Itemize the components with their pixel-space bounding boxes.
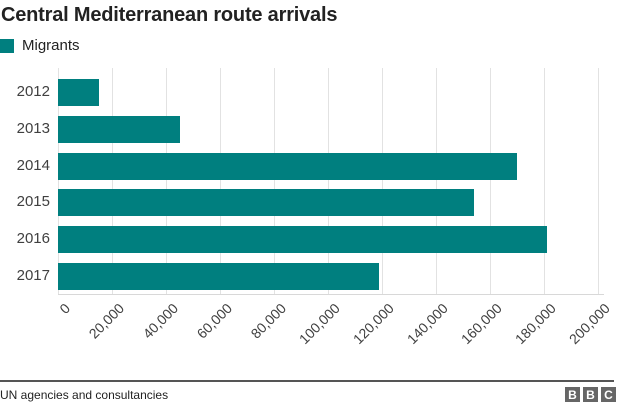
bbc-logo-letter: B (583, 387, 598, 402)
bar-2016 (58, 226, 547, 254)
bar-2013 (58, 115, 180, 143)
x-tick-label: 40,000 (139, 300, 182, 342)
bbc-logo-letter: B (565, 387, 580, 402)
gridline (166, 68, 167, 294)
x-axis-line (58, 294, 604, 295)
chart-title: Central Mediterranean route arrivals (1, 4, 338, 26)
bbc-logo-letter: C (601, 387, 616, 402)
gridline (598, 68, 599, 294)
gridline (436, 68, 437, 294)
y-label-2015: 2015 (16, 193, 50, 211)
x-tick-label: 180,000 (511, 300, 559, 348)
gridline (328, 68, 329, 294)
legend: Migrants (0, 37, 80, 54)
gridline (58, 68, 59, 294)
x-tick-label: 140,000 (403, 300, 451, 348)
x-tick-label: 20,000 (85, 300, 128, 342)
gridline (544, 68, 545, 294)
x-tick-label: 80,000 (247, 300, 290, 342)
legend-label: Migrants (22, 37, 80, 54)
source-text: UN agencies and consultancies (0, 388, 169, 402)
gridline (382, 68, 383, 294)
y-label-2016: 2016 (16, 230, 50, 248)
y-label-2013: 2013 (16, 119, 50, 137)
x-tick-label: 100,000 (295, 300, 343, 348)
x-tick-label: 160,000 (457, 300, 505, 348)
plot-area (58, 68, 604, 295)
bar-2014 (58, 152, 517, 180)
y-label-2012: 2012 (16, 83, 50, 100)
y-label-2014: 2014 (16, 156, 50, 174)
x-tick-label: 200,000 (565, 300, 613, 348)
x-tick-label: 0 (56, 300, 74, 317)
gridline (490, 68, 491, 294)
y-label-2017: 2017 (16, 267, 50, 284)
bar-2015 (58, 189, 474, 217)
bar-2017 (58, 263, 380, 290)
gridline (220, 68, 221, 294)
gridline (274, 68, 275, 294)
gridline (112, 68, 113, 294)
x-tick-label: 120,000 (349, 300, 397, 348)
x-tick-label: 60,000 (193, 300, 236, 342)
bar-2012 (58, 79, 99, 106)
legend-swatch (0, 38, 14, 53)
bbc-logo: B B C (565, 387, 616, 402)
footer-divider (0, 380, 614, 382)
